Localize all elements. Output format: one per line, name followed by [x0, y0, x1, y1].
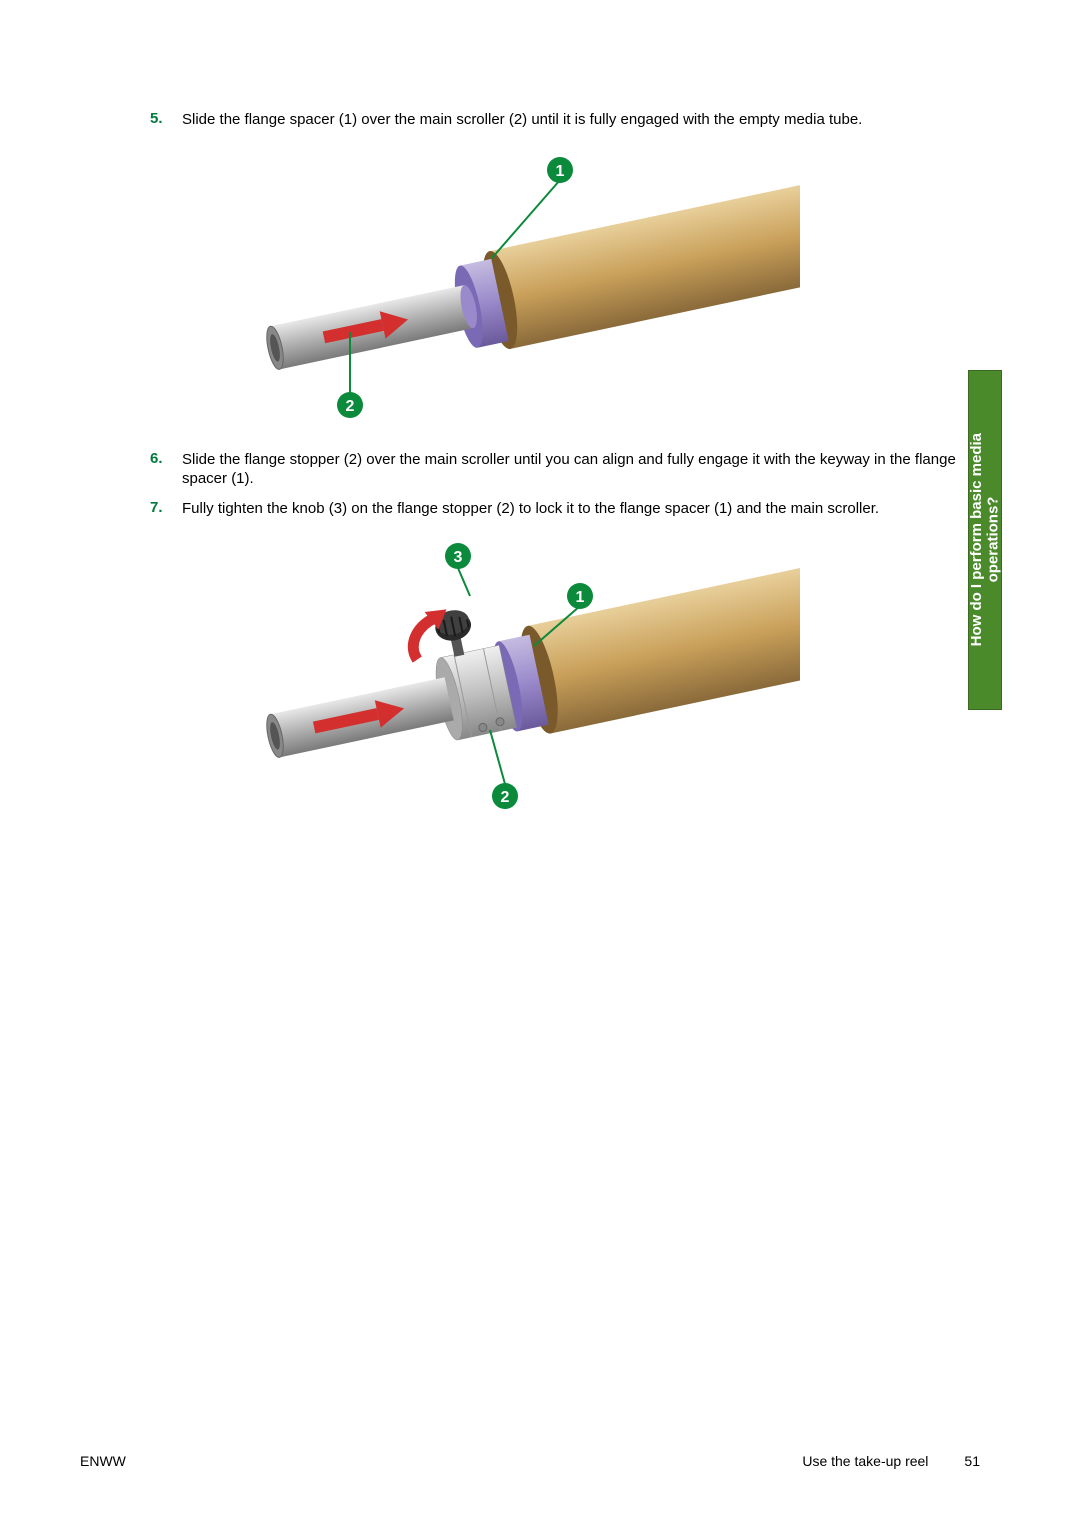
step-number: 6. — [150, 450, 182, 467]
step-5: 5. Slide the flange spacer (1) over the … — [150, 110, 980, 130]
step-6: 6. Slide the flange stopper (2) over the… — [150, 450, 980, 489]
page-footer: ENWW Use the take-up reel 51 — [80, 1453, 980, 1469]
svg-text:1: 1 — [556, 163, 565, 180]
chapter-tab-text: How do I perform basic media operations? — [969, 433, 1002, 646]
document-page: 5. Slide the flange spacer (1) over the … — [0, 0, 1080, 1529]
page-number: 51 — [964, 1453, 980, 1469]
figure-1: 1 2 — [200, 150, 800, 430]
svg-text:3: 3 — [454, 549, 463, 566]
step-text: Slide the flange stopper (2) over the ma… — [182, 450, 980, 489]
step-7: 7. Fully tighten the knob (3) on the fla… — [150, 499, 980, 519]
figure-2-svg: 3 1 2 — [200, 538, 800, 818]
svg-text:2: 2 — [346, 398, 355, 415]
step-text: Fully tighten the knob (3) on the flange… — [182, 499, 899, 519]
step-number: 5. — [150, 110, 182, 127]
chapter-tab-line1: How do I perform basic media — [968, 433, 985, 646]
figure-2: 3 1 2 — [200, 538, 800, 818]
step-number: 7. — [150, 499, 182, 516]
footer-section: Use the take-up reel — [802, 1453, 928, 1469]
footer-right: Use the take-up reel 51 — [802, 1453, 980, 1469]
footer-left: ENWW — [80, 1453, 126, 1469]
step-text: Slide the flange spacer (1) over the mai… — [182, 110, 882, 130]
svg-text:2: 2 — [501, 789, 510, 806]
chapter-tab-line2: operations? — [984, 497, 1001, 583]
svg-text:1: 1 — [576, 589, 585, 606]
figure-1-svg: 1 2 — [200, 150, 800, 430]
chapter-tab: How do I perform basic media operations? — [968, 370, 1002, 710]
